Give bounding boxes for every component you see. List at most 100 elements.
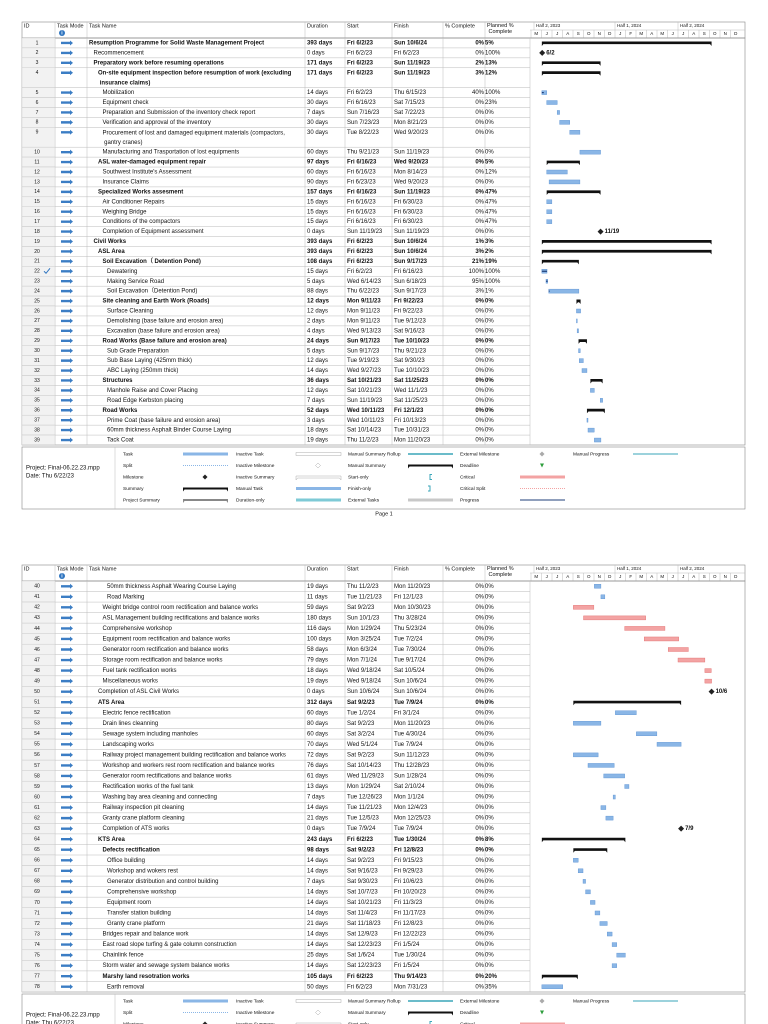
task-name: Storage room rectification and balance w… [103, 658, 223, 664]
task-name: Equipment room [107, 900, 151, 906]
task-planned: 0% [485, 689, 494, 695]
task-bar [594, 437, 602, 443]
task-complete: 0% [475, 847, 484, 853]
task-duration: 0 days [307, 229, 325, 235]
task-planned: 100% [485, 279, 501, 285]
task-finish: Mon 10/30/23 [394, 605, 431, 611]
task-id: 69 [34, 889, 40, 895]
task-id: 26 [34, 308, 40, 314]
task-finish: Wed 9/20/23 [394, 130, 429, 136]
task-start: Tue 12/26/23 [347, 795, 383, 801]
task-planned: 0% [485, 826, 494, 832]
task-duration: 14 days [307, 805, 328, 811]
task-complete: 0% [475, 615, 484, 621]
month-label: O [587, 31, 591, 36]
task-id: 38 [34, 427, 40, 433]
task-planned: 0% [485, 742, 494, 748]
task-planned: 0% [485, 700, 494, 706]
progress-bar [545, 280, 548, 282]
task-start: Fri 6/2/23 [347, 249, 374, 255]
task-planned: 0% [485, 594, 494, 600]
task-start: Sun 7/16/23 [347, 110, 380, 116]
task-planned: 0% [485, 658, 494, 664]
month-label: M [639, 574, 643, 579]
month-label: F [629, 574, 632, 579]
task-finish: Mon 8/21/23 [394, 120, 428, 126]
task-start: Sun 10/1/23 [347, 615, 380, 621]
task-bar [546, 100, 558, 105]
task-start: Tue 12/5/23 [347, 816, 379, 822]
task-complete: 0% [475, 668, 484, 674]
task-start: Wed 9/13/23 [347, 328, 382, 334]
month-label: J [619, 31, 621, 36]
task-duration: 171 days [307, 70, 333, 76]
task-planned: 100% [485, 90, 501, 96]
legend-swatch [408, 464, 453, 469]
legend-label: Critical [460, 474, 475, 480]
legend-label: Progress [460, 497, 480, 503]
task-mode-icon [61, 889, 73, 895]
task-mode-icon [61, 752, 73, 758]
id-cell [21, 67, 56, 88]
task-complete: 0% [475, 160, 484, 166]
legend-swatch [429, 474, 432, 480]
task-complete: 0% [475, 879, 484, 885]
task-finish: Sun 11/19/23 [394, 60, 431, 66]
task-start: Fri 6/2/23 [347, 41, 374, 47]
task-id: 19 [34, 239, 40, 245]
task-id: 70 [34, 900, 40, 906]
task-start: Fri 6/2/23 [347, 239, 374, 245]
task-start: Sat 9/30/23 [347, 879, 378, 885]
task-mode-icon [61, 427, 73, 433]
task-start: Sat 9/16/23 [347, 868, 378, 874]
legend-label: Inactive Task [236, 998, 264, 1004]
task-complete: 0% [475, 942, 484, 948]
milestone [539, 49, 546, 56]
task-mode-icon [61, 338, 73, 344]
task-name: Sub Base Laying (425mm thick) [107, 358, 192, 364]
task-id: 59 [34, 784, 40, 790]
legend-label: Split [123, 1010, 133, 1016]
task-id: 52 [34, 710, 40, 716]
legend-swatch [295, 475, 342, 481]
task-mode-icon [61, 50, 73, 56]
task-finish: Sun 11/19/23 [394, 150, 430, 156]
summary-bar [541, 837, 626, 843]
task-bar [612, 794, 616, 800]
month-label: M [660, 574, 664, 579]
task-complete: 0% [475, 378, 484, 384]
task-planned: 0% [485, 378, 494, 384]
task-name: Office building [107, 858, 145, 864]
task-planned: 0% [485, 637, 494, 643]
task-finish: Tue 7/9/24 [394, 700, 423, 706]
task-id: 72 [34, 921, 40, 927]
task-duration: 80 days [307, 721, 328, 727]
task-finish: Sat 9/16/23 [394, 328, 425, 334]
legend-swatch [429, 1021, 432, 1024]
page-number: Page 1 [375, 511, 392, 517]
month-label: J [619, 574, 621, 579]
task-id: 73 [34, 931, 40, 937]
task-mode-icon [61, 169, 73, 175]
task-bar [600, 805, 607, 810]
task-start: Thu 11/2/23 [347, 438, 379, 444]
task-planned: 47% [485, 189, 498, 195]
task-finish: Fri 12/1/23 [394, 408, 424, 414]
task-name: Workshop and workers rest room rectifica… [103, 763, 275, 769]
task-id: 13 [34, 179, 40, 185]
info-glyph: i [61, 31, 63, 37]
summary-bar [541, 249, 712, 255]
task-id: 16 [34, 209, 40, 215]
task-finish: Sun 11/19/23 [394, 229, 430, 235]
task-name: Surface Cleaning [107, 309, 153, 315]
month-label: J [672, 31, 674, 36]
task-complete: 0% [475, 763, 484, 769]
task-start: Tue 8/22/23 [347, 130, 379, 136]
legend-swatch [520, 1022, 565, 1024]
task-mode-icon [61, 699, 73, 705]
task-id: 54 [34, 731, 40, 737]
task-planned: 0% [485, 858, 494, 864]
task-bar [585, 889, 591, 895]
task-start: Wed 5/1/24 [347, 742, 378, 748]
task-planned: 0% [485, 150, 494, 156]
